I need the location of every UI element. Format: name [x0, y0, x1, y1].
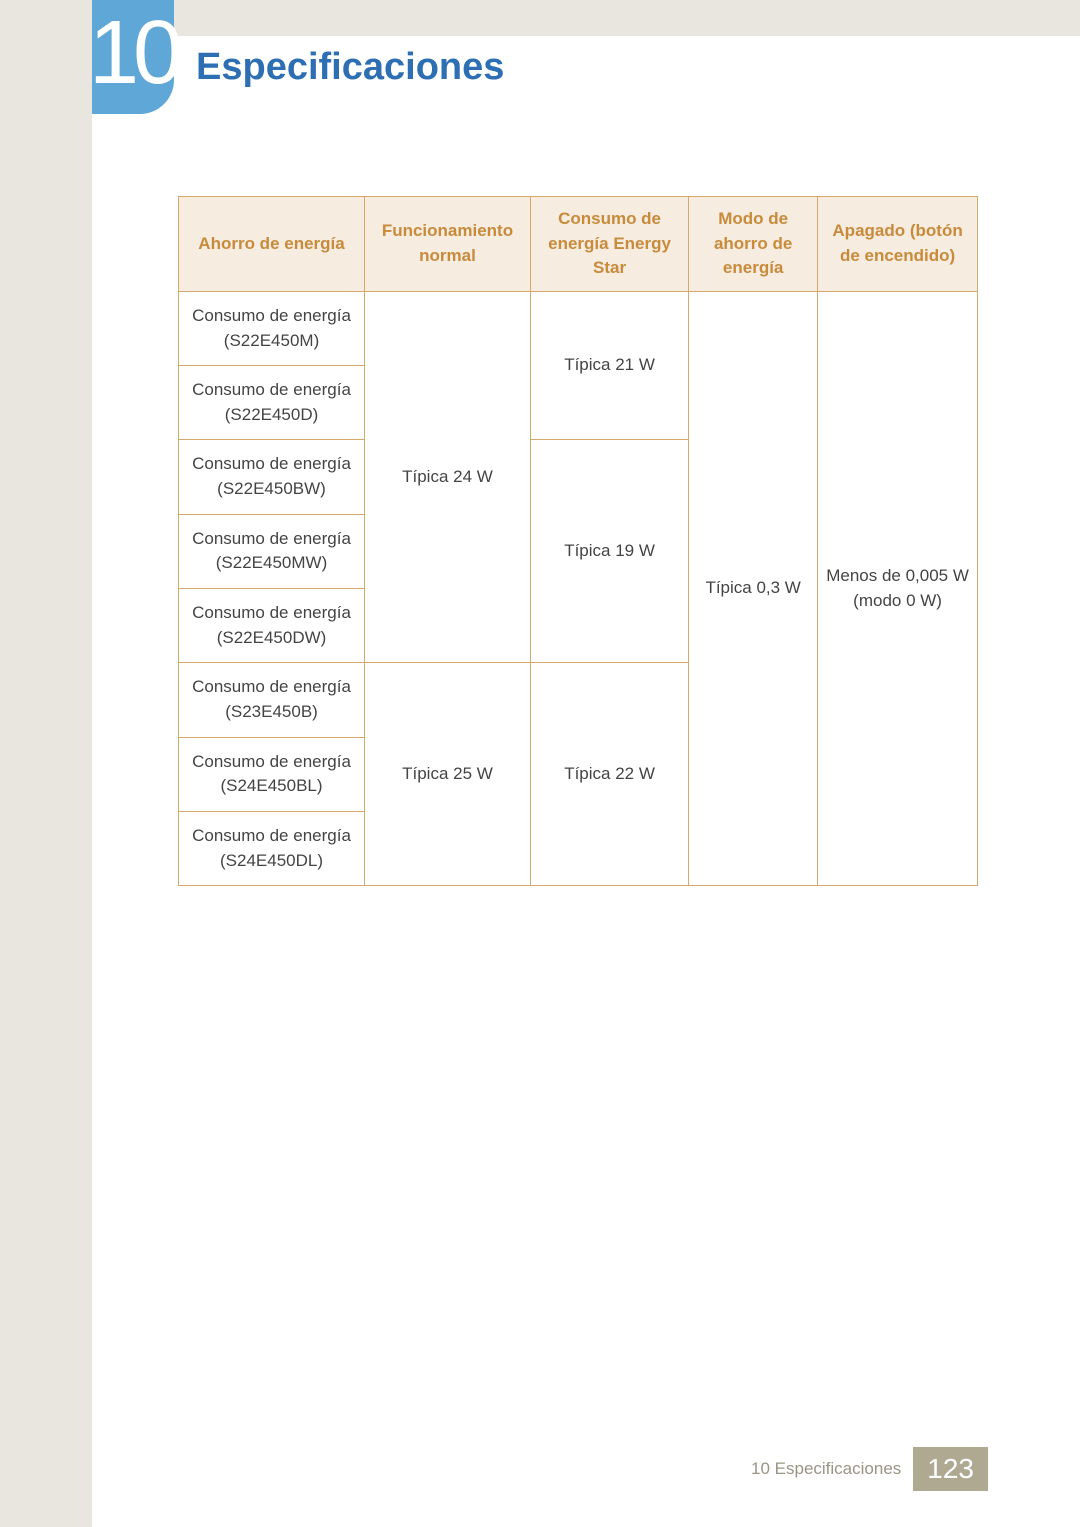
row-label: Consumo de energía (S22E450DW) [179, 589, 365, 663]
chapter-number: 10 [89, 8, 177, 98]
col-header: Funcionamiento normal [365, 197, 531, 292]
row-label: Consumo de energía (S22E450MW) [179, 514, 365, 588]
row-label: Consumo de energía (S22E450D) [179, 366, 365, 440]
spec-table: Ahorro de energía Funcionamiento normal … [178, 196, 978, 886]
row-label: Consumo de energía (S24E450DL) [179, 811, 365, 885]
cell-ahorro-mode: Típica 0,3 W [689, 291, 818, 885]
cell-func-normal: Típica 24 W [365, 291, 531, 662]
row-label: Consumo de energía (S22E450BW) [179, 440, 365, 514]
row-label: Consumo de energía (S24E450BL) [179, 737, 365, 811]
table-header-row: Ahorro de energía Funcionamiento normal … [179, 197, 978, 292]
footer: 10 Especificaciones 123 [751, 1447, 988, 1491]
footer-text: 10 Especificaciones [751, 1459, 901, 1479]
col-header: Modo de ahorro de energía [689, 197, 818, 292]
page-title: Especificaciones [196, 46, 504, 89]
left-bar [0, 0, 92, 1527]
cell-func-normal: Típica 25 W [365, 663, 531, 886]
col-header: Consumo de energía Energy Star [530, 197, 688, 292]
row-label: Consumo de energía (S23E450B) [179, 663, 365, 737]
row-label: Consumo de energía (S22E450M) [179, 291, 365, 365]
chapter-badge: 10 [92, 0, 174, 114]
table-row: Consumo de energía (S22E450M) Típica 24 … [179, 291, 978, 365]
footer-page-number: 123 [913, 1447, 988, 1491]
cell-energy-star: Típica 22 W [530, 663, 688, 886]
cell-apagado: Menos de 0,005 W (modo 0 W) [818, 291, 978, 885]
col-header: Apagado (botón de encendido) [818, 197, 978, 292]
cell-energy-star: Típica 19 W [530, 440, 688, 663]
cell-energy-star: Típica 21 W [530, 291, 688, 440]
col-header: Ahorro de energía [179, 197, 365, 292]
